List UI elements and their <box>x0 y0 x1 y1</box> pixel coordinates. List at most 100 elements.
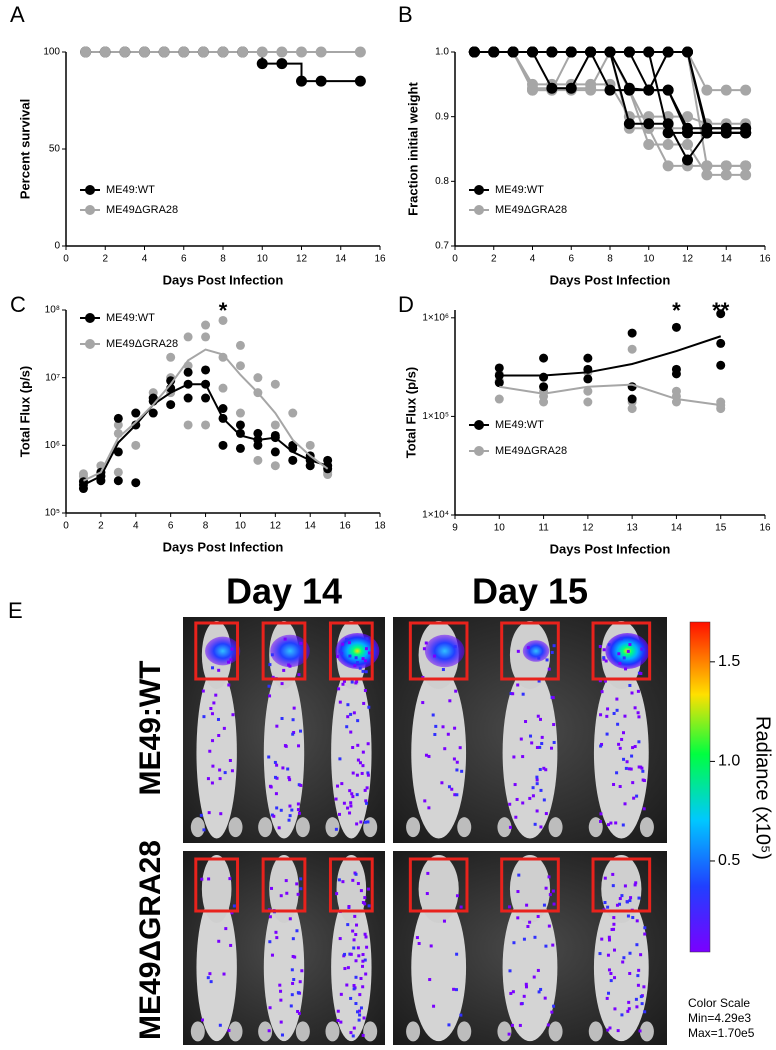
signal-pixel <box>272 814 276 818</box>
signal-pixel <box>354 872 358 876</box>
marker <box>643 118 655 130</box>
signal-pixel <box>528 920 532 924</box>
marker <box>716 360 726 370</box>
signal-pixel <box>364 659 368 663</box>
legend-label: ME49:WT <box>106 184 155 196</box>
signal-pixel <box>424 753 428 757</box>
signal-pixel <box>210 781 214 785</box>
marker <box>253 428 263 438</box>
signal-pixel <box>624 667 628 671</box>
row-title: ME49:WT <box>134 661 167 796</box>
mouse-head <box>269 855 299 923</box>
signal-pixel <box>521 692 525 696</box>
signal-pixel <box>361 959 365 963</box>
mouse-paw <box>295 817 310 838</box>
signal-pixel <box>365 786 369 790</box>
signal-pixel <box>354 975 358 979</box>
signal-pixel <box>223 771 227 775</box>
trend-line <box>83 348 329 482</box>
marker <box>604 84 616 96</box>
marker <box>235 420 245 430</box>
mouse-body <box>502 893 558 1042</box>
signal-pixel <box>639 953 643 957</box>
signal-pixel <box>637 740 641 744</box>
marker <box>78 469 88 479</box>
signal-pixel <box>275 724 279 728</box>
marker <box>201 420 211 430</box>
signal-pixel <box>360 771 364 775</box>
marker <box>643 138 655 150</box>
legend-label: ME49:WT <box>495 419 544 431</box>
legend-marker <box>474 446 484 456</box>
signal-pixel <box>535 746 539 750</box>
signal-pixel <box>539 987 543 991</box>
signal-pixel <box>605 714 609 718</box>
y-tick-label: 10⁶ <box>45 440 60 451</box>
signal-pixel <box>535 775 539 779</box>
marker <box>539 353 549 363</box>
marker <box>701 122 713 134</box>
signal-pixel <box>345 637 349 641</box>
signal-pixel <box>206 976 210 980</box>
signal-pixel <box>269 785 273 789</box>
signal-pixel <box>627 1000 631 1004</box>
roi-box <box>261 621 307 681</box>
signal-pixel <box>608 938 612 942</box>
marker <box>354 75 366 87</box>
signal-pixel <box>297 1011 301 1015</box>
legend-label: ME49:WT <box>106 312 155 324</box>
x-tick-label: 9 <box>452 523 458 534</box>
signal-pixel <box>283 637 287 641</box>
roi-box <box>591 621 652 681</box>
marker <box>235 361 245 371</box>
signal-pixel <box>291 718 295 722</box>
signal-pixel <box>631 916 635 920</box>
signal-pixel <box>297 673 301 677</box>
signal-pixel <box>607 968 611 972</box>
x-tick-label: 8 <box>220 254 226 265</box>
roi-box <box>408 857 469 913</box>
signal-pixel <box>343 967 347 971</box>
signal-pixel <box>352 1026 356 1030</box>
signal-pixel <box>363 958 367 962</box>
signal-pixel <box>544 812 548 816</box>
signal-pixel <box>427 754 431 758</box>
marker <box>671 364 681 374</box>
y-tick-label: 10⁷ <box>45 372 60 383</box>
mouse-body <box>263 666 305 839</box>
signal-pixel <box>218 777 222 781</box>
signal-pixel <box>538 767 542 771</box>
signal-pixel <box>359 889 363 893</box>
signal-pixel <box>521 801 525 805</box>
marker <box>671 386 681 396</box>
legend-label: ME49ΔGRA28 <box>495 204 567 216</box>
marker <box>662 160 674 172</box>
signal-pixel <box>552 1004 556 1008</box>
legend-marker <box>474 205 484 215</box>
signal-pixel <box>550 650 554 654</box>
marker <box>315 75 327 87</box>
signal-pixel <box>637 896 641 900</box>
signal-pixel <box>296 1009 300 1013</box>
marker <box>671 322 681 332</box>
signal-pixel <box>361 764 365 768</box>
signal-pixel <box>620 1013 624 1017</box>
signal-pixel <box>450 787 454 791</box>
signal-pixel <box>551 696 555 700</box>
mouse-body <box>411 893 467 1042</box>
signal-pixel <box>542 903 546 907</box>
signal-pixel <box>508 825 512 829</box>
x-tick-label: 16 <box>340 521 352 532</box>
marker <box>627 344 637 354</box>
signal-pixel <box>218 768 222 772</box>
signal-pixel <box>552 902 556 906</box>
legend-marker <box>474 185 484 195</box>
legend-marker <box>85 185 95 195</box>
signal-pixel <box>227 683 231 687</box>
signal-pixel <box>606 953 610 957</box>
signal-pixel <box>528 796 532 800</box>
image-content <box>183 617 385 843</box>
y-axis-title: Percent survival <box>17 99 32 199</box>
marker <box>218 352 228 362</box>
marker <box>131 440 141 450</box>
